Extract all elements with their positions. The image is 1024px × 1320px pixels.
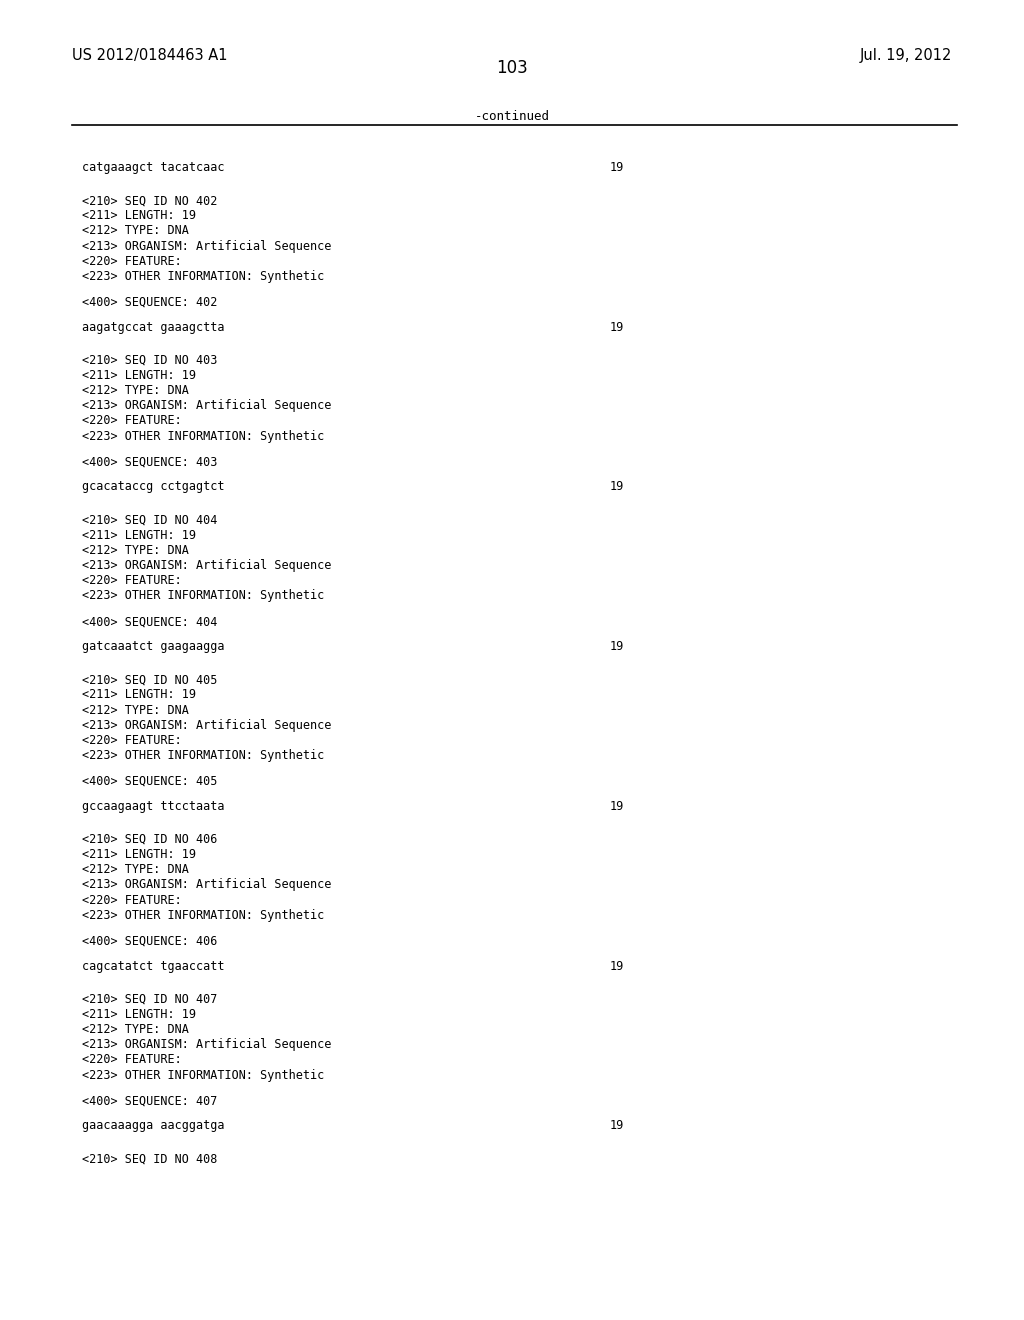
Text: <223> OTHER INFORMATION: Synthetic: <223> OTHER INFORMATION: Synthetic — [82, 750, 325, 762]
Text: <400> SEQUENCE: 402: <400> SEQUENCE: 402 — [82, 296, 217, 309]
Text: <211> LENGTH: 19: <211> LENGTH: 19 — [82, 209, 196, 222]
Text: <212> TYPE: DNA: <212> TYPE: DNA — [82, 863, 188, 876]
Text: -continued: -continued — [474, 110, 550, 123]
Text: <400> SEQUENCE: 406: <400> SEQUENCE: 406 — [82, 935, 217, 948]
Text: <400> SEQUENCE: 404: <400> SEQUENCE: 404 — [82, 615, 217, 628]
Text: <223> OTHER INFORMATION: Synthetic: <223> OTHER INFORMATION: Synthetic — [82, 271, 325, 282]
Text: <220> FEATURE:: <220> FEATURE: — [82, 414, 181, 428]
Text: US 2012/0184463 A1: US 2012/0184463 A1 — [72, 48, 227, 62]
Text: <220> FEATURE:: <220> FEATURE: — [82, 1053, 181, 1067]
Text: gccaagaagt ttcctaata: gccaagaagt ttcctaata — [82, 800, 224, 813]
Text: <223> OTHER INFORMATION: Synthetic: <223> OTHER INFORMATION: Synthetic — [82, 908, 325, 921]
Text: <212> TYPE: DNA: <212> TYPE: DNA — [82, 1023, 188, 1036]
Text: <210> SEQ ID NO 403: <210> SEQ ID NO 403 — [82, 354, 217, 367]
Text: <211> LENGTH: 19: <211> LENGTH: 19 — [82, 528, 196, 541]
Text: 103: 103 — [496, 59, 528, 78]
Text: <210> SEQ ID NO 407: <210> SEQ ID NO 407 — [82, 993, 217, 1006]
Text: 19: 19 — [609, 480, 624, 494]
Text: 19: 19 — [609, 1119, 624, 1133]
Text: <210> SEQ ID NO 402: <210> SEQ ID NO 402 — [82, 194, 217, 207]
Text: <213> ORGANISM: Artificial Sequence: <213> ORGANISM: Artificial Sequence — [82, 240, 332, 252]
Text: <211> LENGTH: 19: <211> LENGTH: 19 — [82, 368, 196, 381]
Text: Jul. 19, 2012: Jul. 19, 2012 — [860, 48, 952, 62]
Text: <400> SEQUENCE: 403: <400> SEQUENCE: 403 — [82, 455, 217, 469]
Text: 19: 19 — [609, 960, 624, 973]
Text: catgaaagct tacatcaac: catgaaagct tacatcaac — [82, 161, 224, 174]
Text: <211> LENGTH: 19: <211> LENGTH: 19 — [82, 849, 196, 861]
Text: <220> FEATURE:: <220> FEATURE: — [82, 894, 181, 907]
Text: 19: 19 — [609, 321, 624, 334]
Text: <223> OTHER INFORMATION: Synthetic: <223> OTHER INFORMATION: Synthetic — [82, 430, 325, 442]
Text: 19: 19 — [609, 640, 624, 653]
Text: <400> SEQUENCE: 407: <400> SEQUENCE: 407 — [82, 1094, 217, 1107]
Text: <220> FEATURE:: <220> FEATURE: — [82, 255, 181, 268]
Text: <223> OTHER INFORMATION: Synthetic: <223> OTHER INFORMATION: Synthetic — [82, 1069, 325, 1081]
Text: gatcaaatct gaagaagga: gatcaaatct gaagaagga — [82, 640, 224, 653]
Text: <210> SEQ ID NO 408: <210> SEQ ID NO 408 — [82, 1152, 217, 1166]
Text: <220> FEATURE:: <220> FEATURE: — [82, 734, 181, 747]
Text: aagatgccat gaaagctta: aagatgccat gaaagctta — [82, 321, 224, 334]
Text: <220> FEATURE:: <220> FEATURE: — [82, 574, 181, 587]
Text: <211> LENGTH: 19: <211> LENGTH: 19 — [82, 1008, 196, 1020]
Text: <213> ORGANISM: Artificial Sequence: <213> ORGANISM: Artificial Sequence — [82, 879, 332, 891]
Text: <210> SEQ ID NO 406: <210> SEQ ID NO 406 — [82, 833, 217, 846]
Text: <211> LENGTH: 19: <211> LENGTH: 19 — [82, 689, 196, 701]
Text: <212> TYPE: DNA: <212> TYPE: DNA — [82, 384, 188, 397]
Text: <213> ORGANISM: Artificial Sequence: <213> ORGANISM: Artificial Sequence — [82, 560, 332, 572]
Text: gcacataccg cctgagtct: gcacataccg cctgagtct — [82, 480, 224, 494]
Text: gaacaaagga aacggatga: gaacaaagga aacggatga — [82, 1119, 224, 1133]
Text: <210> SEQ ID NO 404: <210> SEQ ID NO 404 — [82, 513, 217, 527]
Text: cagcatatct tgaaccatt: cagcatatct tgaaccatt — [82, 960, 224, 973]
Text: <223> OTHER INFORMATION: Synthetic: <223> OTHER INFORMATION: Synthetic — [82, 589, 325, 602]
Text: <210> SEQ ID NO 405: <210> SEQ ID NO 405 — [82, 673, 217, 686]
Text: <213> ORGANISM: Artificial Sequence: <213> ORGANISM: Artificial Sequence — [82, 718, 332, 731]
Text: <213> ORGANISM: Artificial Sequence: <213> ORGANISM: Artificial Sequence — [82, 399, 332, 412]
Text: 19: 19 — [609, 161, 624, 174]
Text: <213> ORGANISM: Artificial Sequence: <213> ORGANISM: Artificial Sequence — [82, 1038, 332, 1051]
Text: <212> TYPE: DNA: <212> TYPE: DNA — [82, 704, 188, 717]
Text: 19: 19 — [609, 800, 624, 813]
Text: <212> TYPE: DNA: <212> TYPE: DNA — [82, 224, 188, 238]
Text: <400> SEQUENCE: 405: <400> SEQUENCE: 405 — [82, 775, 217, 788]
Text: <212> TYPE: DNA: <212> TYPE: DNA — [82, 544, 188, 557]
